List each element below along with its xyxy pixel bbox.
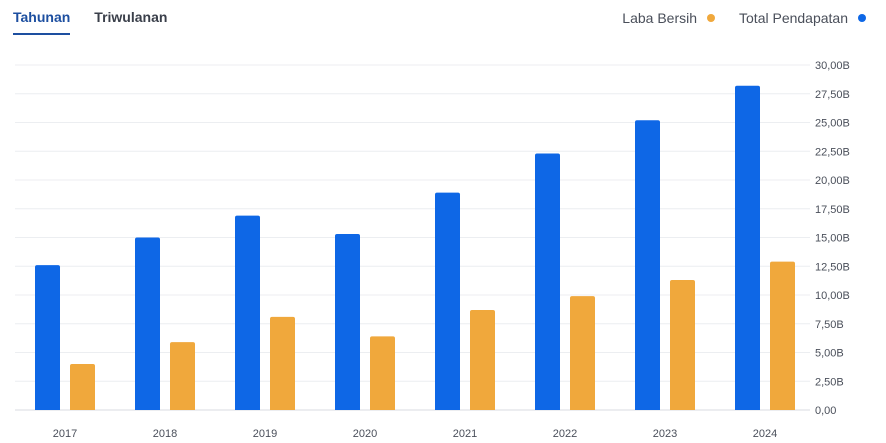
bar-total-pendapatan-2024	[735, 85, 760, 410]
legend-dot-total-pendapatan	[858, 14, 866, 22]
legend-item-total-pendapatan[interactable]: Total Pendapatan	[739, 10, 866, 26]
tab-triwulanan[interactable]: Triwulanan	[94, 9, 168, 25]
bar-total-pendapatan-2021	[435, 192, 460, 410]
x-tick-label: 2023	[653, 428, 677, 440]
y-tick-label: 12,50B	[815, 261, 850, 273]
y-tick-label: 0,00	[815, 405, 836, 417]
x-tick-label: 2018	[153, 428, 177, 440]
y-tick-label: 5,00B	[815, 348, 844, 360]
tab-tahunan[interactable]: Tahunan	[13, 9, 71, 35]
legend-dot-laba-bersih	[707, 14, 716, 22]
period-tabs: Tahunan Triwulanan	[13, 9, 167, 35]
legend-label-laba-bersih: Laba Bersih	[622, 10, 698, 26]
bar-laba-bersih-2020	[370, 336, 395, 410]
x-tick-label: 2017	[53, 428, 77, 440]
x-tick-label: 2024	[753, 428, 777, 440]
bar-total-pendapatan-2020	[335, 234, 360, 410]
y-tick-label: 30,00B	[815, 60, 850, 72]
bar-laba-bersih-2023	[670, 280, 695, 410]
bar-laba-bersih-2017	[70, 364, 95, 410]
bar-laba-bersih-2024	[770, 261, 795, 410]
bar-laba-bersih-2021	[470, 309, 495, 410]
bar-total-pendapatan-2019	[235, 215, 260, 410]
y-tick-label: 22,50B	[815, 146, 850, 158]
bar-laba-bersih-2018	[170, 342, 195, 410]
x-tick-label: 2020	[353, 428, 377, 440]
legend-item-laba-bersih[interactable]: Laba Bersih	[622, 10, 716, 26]
x-tick-label: 2021	[453, 428, 477, 440]
y-tick-label: 15,00B	[815, 233, 850, 245]
bar-laba-bersih-2019	[270, 316, 295, 410]
y-tick-label: 2,50B	[815, 376, 844, 388]
bar-total-pendapatan-2017	[35, 265, 60, 410]
bar-total-pendapatan-2022	[535, 153, 560, 411]
bar-laba-bersih-2022	[570, 296, 595, 410]
x-tick-label: 2019	[253, 428, 277, 440]
chart-legend: Laba Bersih Total Pendapatan	[608, 10, 866, 26]
bar-total-pendapatan-2023	[635, 120, 660, 410]
y-tick-label: 20,00B	[815, 175, 850, 187]
x-tick-label: 2022	[553, 428, 577, 440]
legend-label-total-pendapatan: Total Pendapatan	[739, 10, 848, 26]
y-tick-label: 25,00B	[815, 118, 850, 130]
y-tick-label: 10,00B	[815, 290, 850, 302]
y-tick-label: 17,50B	[815, 204, 850, 216]
y-tick-label: 27,50B	[815, 89, 850, 101]
y-tick-label: 7,50B	[815, 319, 844, 331]
bar-total-pendapatan-2018	[135, 237, 160, 410]
